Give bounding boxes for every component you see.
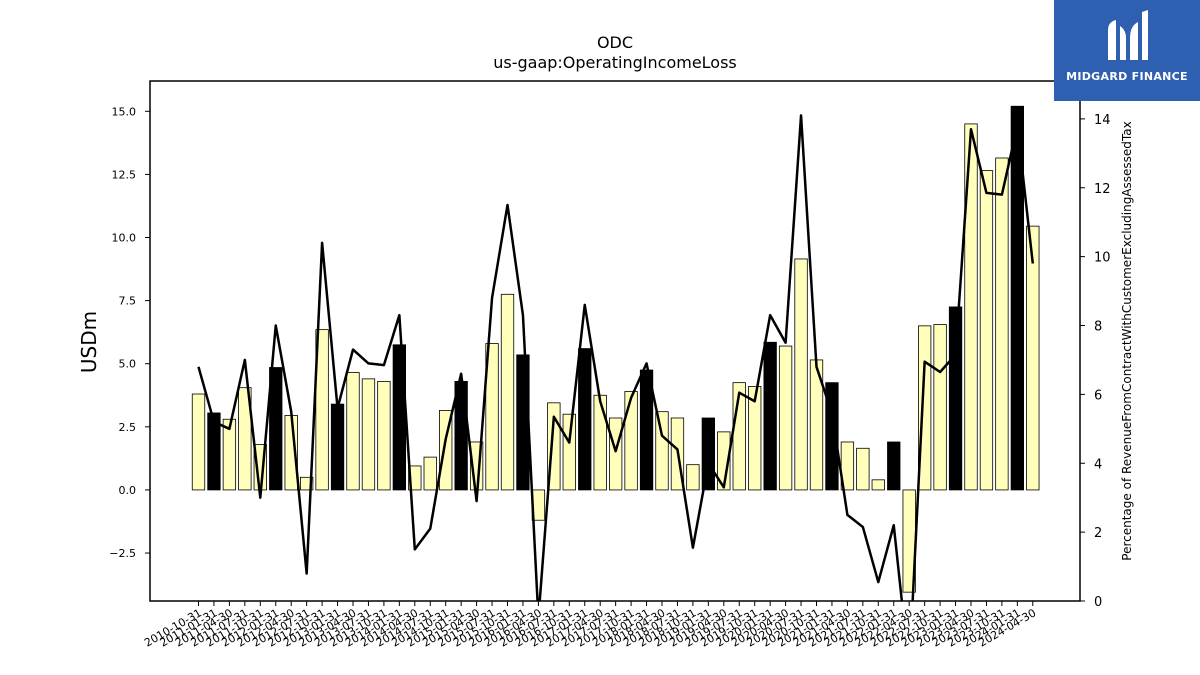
bar (485, 343, 499, 491)
logo-text: MIDGARD FINANCE (1066, 70, 1188, 83)
y2-axis-label: Percentage of RevenueFromContractWithCus… (1120, 121, 1134, 560)
y2-tick-label: 6 (1094, 388, 1102, 403)
bar (1026, 225, 1040, 491)
bar (763, 341, 777, 491)
y-tick-label: 10.0 (112, 232, 137, 245)
bar (624, 391, 638, 491)
bar (562, 413, 576, 491)
y2-tick-label: 8 (1094, 320, 1102, 335)
line-path (197, 114, 1035, 601)
y2-tick-label: 2 (1094, 526, 1102, 541)
bar (655, 411, 669, 491)
bar (964, 123, 978, 491)
y-tick-label: 7.5 (119, 295, 137, 308)
y2-tick-label: 10 (1094, 251, 1111, 266)
bar (346, 372, 360, 491)
bar (207, 412, 221, 491)
midgard-m-icon (1108, 10, 1148, 60)
bar (701, 417, 715, 491)
y-tick-label: −2.5 (109, 547, 136, 560)
bar (500, 293, 515, 491)
y-tick-label: 12.5 (112, 168, 137, 181)
y2-tick-label: 0 (1094, 595, 1102, 610)
x-axis-ticks: 2010-10-312011-01-312011-04-302011-07-31… (142, 601, 1038, 650)
bar (825, 382, 839, 491)
bar (315, 329, 329, 491)
bar (1010, 105, 1024, 491)
y-axis-label: USDm (77, 311, 101, 373)
bar (330, 403, 345, 491)
bar (578, 348, 592, 491)
bar (995, 157, 1009, 491)
bar (423, 456, 437, 491)
y-tick-label: 15.0 (112, 105, 137, 118)
bar (871, 479, 885, 491)
y2-tick-label: 12 (1094, 182, 1111, 197)
y2-tick-label: 4 (1094, 457, 1102, 472)
y2-tick-label: 14 (1094, 113, 1111, 128)
bar (238, 387, 252, 491)
bar (948, 306, 963, 491)
bar (887, 441, 901, 491)
bar (933, 324, 947, 491)
bar (794, 258, 808, 491)
bar (778, 345, 793, 491)
bar (377, 380, 391, 491)
bar (269, 367, 283, 491)
chart-title: ODC (597, 33, 633, 52)
y-axis-ticks: −2.5 0.0 2.5 5.0 7.5 10.0 12.5 15.0 (109, 105, 150, 560)
bar (191, 393, 206, 491)
y2-axis-ticks: 0 2 4 6 8 10 12 14 (1080, 113, 1111, 610)
bar (361, 378, 376, 491)
bar-series (191, 105, 1040, 593)
y-tick-label: 0.0 (119, 484, 137, 497)
bar (639, 369, 654, 491)
bar (609, 417, 623, 491)
bar (686, 464, 700, 491)
plot-frame (149, 80, 1081, 602)
bar (856, 447, 870, 491)
midgard-finance-logo: MIDGARD FINANCE (1054, 0, 1200, 101)
chart-subtitle: us-gaap:OperatingIncomeLoss (493, 53, 737, 72)
bar (979, 170, 994, 491)
y-tick-label: 5.0 (119, 358, 137, 371)
bar (593, 394, 607, 491)
line-series (197, 114, 1035, 601)
bar (222, 418, 237, 491)
bar (748, 386, 762, 491)
y-tick-label: 2.5 (119, 421, 137, 434)
